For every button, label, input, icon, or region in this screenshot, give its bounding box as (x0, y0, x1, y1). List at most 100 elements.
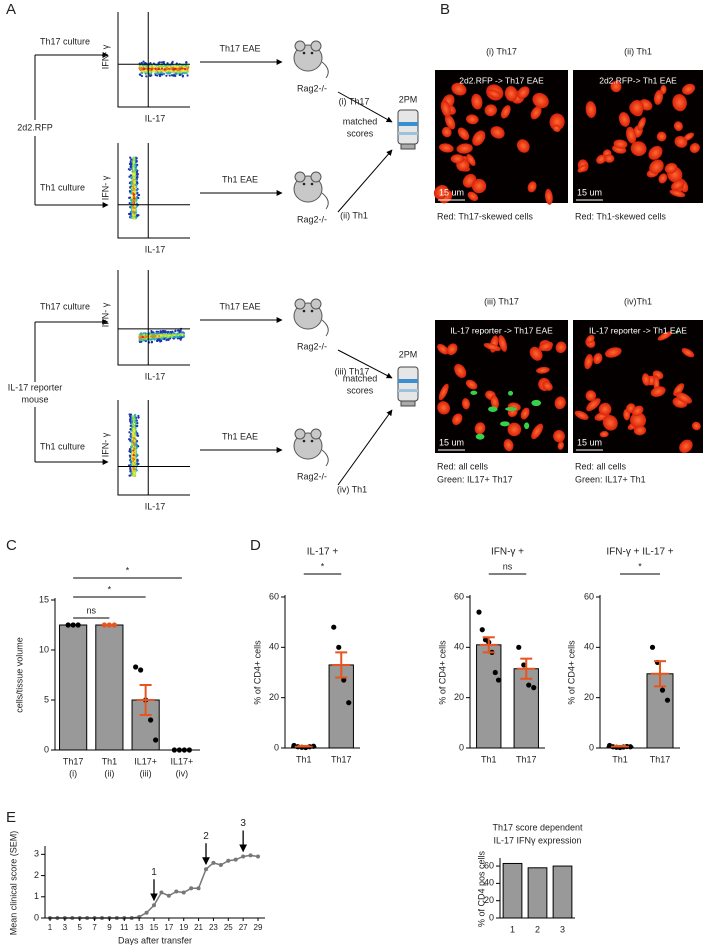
flow-dot (133, 208, 136, 211)
y-tick-label: 2 (34, 870, 39, 880)
flow-dot (134, 446, 137, 449)
green-cell (488, 406, 498, 412)
flow-dot (165, 66, 168, 70)
cell-blob (691, 421, 701, 431)
data-point (111, 622, 117, 628)
flow-dot (129, 460, 133, 463)
cell-blob (552, 124, 561, 132)
flow-x-label: IL-17 (145, 501, 166, 511)
flow-dot (180, 336, 183, 340)
x-tick-label: Th17 (650, 754, 671, 764)
cell-blob (664, 162, 678, 174)
cell-blob (444, 114, 456, 130)
flow-dot (145, 71, 149, 74)
data-point (138, 667, 144, 673)
flow-dot (135, 453, 138, 457)
flow-dot (130, 436, 133, 439)
flow-dot (127, 168, 130, 171)
cell-blob (532, 92, 549, 109)
flow-dot (134, 168, 137, 171)
flow-dot (142, 60, 145, 63)
cell-blob (456, 143, 473, 154)
data-point (649, 644, 656, 650)
flow-dot (154, 67, 157, 70)
flow-dot (182, 69, 185, 72)
flow-plot (118, 12, 190, 107)
flow-axes (117, 12, 190, 108)
flow-dot (149, 336, 152, 339)
flow-dot (128, 196, 131, 200)
green-cell (500, 421, 510, 427)
flow-dot (176, 332, 179, 336)
y-tick-label: 0 (589, 742, 594, 752)
flow-dot (170, 74, 174, 77)
annotation-label: 2 (203, 831, 209, 842)
flow-dot (130, 214, 133, 218)
line-point (174, 889, 179, 894)
flow-dot (133, 190, 137, 193)
flow-axes (117, 143, 190, 239)
flow-dot (128, 448, 132, 451)
x-tick-sublabel: (iv) (176, 768, 189, 778)
data-point (101, 622, 107, 628)
flow-dot (151, 331, 154, 334)
cell-blob (520, 407, 530, 420)
route-arrow (337, 149, 393, 213)
flow-dot (160, 71, 163, 74)
cell-blob (577, 164, 588, 173)
flow-dot (149, 333, 152, 336)
flow-dot (131, 455, 134, 458)
flow-dot (136, 459, 139, 462)
image-caption: Green: IL17+ Th17 (437, 474, 513, 484)
line-point (159, 890, 164, 895)
y-tick-label: 1 (34, 891, 39, 901)
cell-blob (653, 90, 664, 105)
flow-dot (130, 199, 133, 202)
cell-blob (451, 82, 467, 96)
line-point (189, 886, 194, 891)
flow-dot (134, 164, 137, 167)
culture-label: Th17 culture (40, 301, 90, 311)
x-tick-label: Th17 (331, 754, 352, 764)
mouse-tail (321, 192, 329, 210)
flow-dot (152, 65, 156, 69)
x-tick-label: 29 (254, 923, 263, 932)
flow-dot (174, 72, 177, 76)
flow-dot (129, 428, 132, 431)
x-tick-label: Th1 (102, 756, 118, 766)
axes (54, 598, 200, 751)
flow-plot (118, 270, 190, 365)
flow-dot (135, 160, 138, 163)
line-point (256, 854, 260, 859)
cell-blob (529, 346, 543, 361)
flow-dot (186, 66, 189, 69)
cell-blob (585, 390, 597, 402)
flow-dot (132, 201, 135, 205)
cell-blob (554, 396, 566, 410)
flow-dot (150, 68, 153, 71)
flow-dot (173, 70, 176, 74)
cell-blob (630, 141, 647, 156)
bar (476, 644, 502, 749)
cell-blob (604, 154, 615, 163)
cell-blob (440, 100, 451, 118)
cell-blob (461, 398, 470, 410)
scope-body (397, 366, 419, 402)
flow-dot (128, 431, 131, 434)
y-tick-label: 0 (459, 742, 464, 752)
axes (284, 595, 360, 749)
bar (527, 867, 548, 919)
cell-blob (598, 402, 612, 416)
flow-dot (132, 457, 135, 460)
flow-dot (137, 445, 140, 448)
data-point (106, 622, 112, 628)
flow-dot (131, 425, 134, 429)
cell-blob (631, 405, 644, 417)
cell-blob (613, 139, 628, 149)
cell-blob (536, 366, 550, 374)
x-tick-label: 9 (107, 923, 112, 932)
flow-dot (133, 439, 136, 442)
y-tick-label: 40 (454, 642, 464, 652)
flow-dot (142, 67, 146, 71)
flow-y-label: IFN- γ (100, 44, 110, 69)
